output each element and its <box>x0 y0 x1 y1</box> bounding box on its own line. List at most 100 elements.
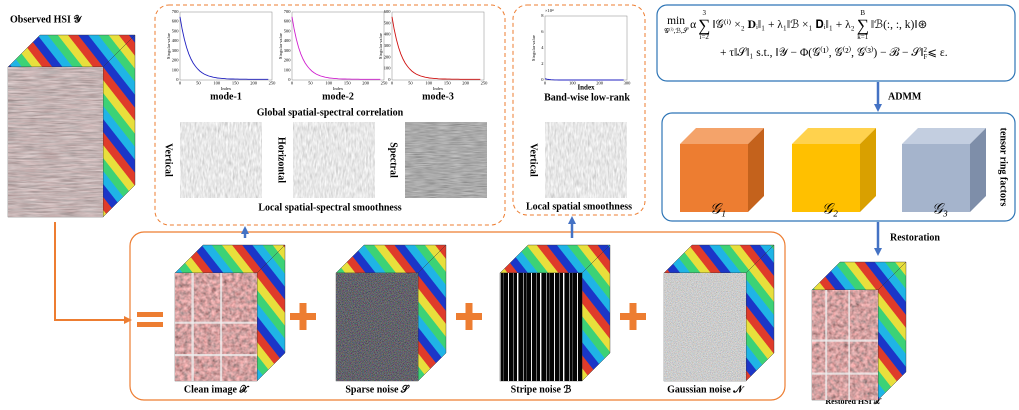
component-label: Gaussian noise 𝒩 <box>667 384 745 395</box>
image-content <box>8 67 103 217</box>
caption: Band-wise low-rank <box>544 92 630 103</box>
road <box>191 273 193 381</box>
axis-title: Singular value <box>166 33 171 59</box>
axis-title: Index <box>221 86 232 91</box>
image-label: Vertical <box>163 143 174 177</box>
image-label: Horizontal <box>276 137 287 183</box>
x-tick-label: 0 <box>291 81 294 86</box>
x-tick-label: 50 <box>408 81 413 86</box>
term: + τ‖𝒮‖₁ s.t., ‖𝒴 − Φ(𝒢⁽¹⁾, 𝒢⁽²⁾, 𝒢⁽³⁾) −… <box>720 48 924 60</box>
y-tick-label: 200 <box>384 54 392 59</box>
x-tick-label: 100 <box>569 81 577 86</box>
y-tick-label: 700 <box>172 9 180 14</box>
y-tick-label: 400 <box>284 38 292 43</box>
term: ⩽ ε. <box>927 48 947 60</box>
axis-title: Index <box>333 86 344 91</box>
x-tick-label: 150 <box>344 81 352 86</box>
x-tick-label: 0 <box>179 81 182 86</box>
hsi-cube <box>664 245 774 381</box>
road <box>175 354 257 356</box>
factors-side-label: tensor ring factors <box>998 128 1009 207</box>
gradient-image <box>405 122 487 198</box>
gradient-image <box>545 122 627 198</box>
axis-title: Index <box>577 84 595 92</box>
mode-label: mode-2 <box>322 91 354 102</box>
alpha: α <box>690 20 696 32</box>
image-label: Vertical <box>528 143 539 177</box>
image-label: Spectral <box>388 142 399 178</box>
y-tick-label: 200 <box>284 58 292 63</box>
y-tick-label: 400 <box>384 32 392 37</box>
diagram: Observed HSI 𝒴 Global spatial-spectral c… <box>0 0 1019 410</box>
road <box>825 290 827 400</box>
x-tick-label: 200 <box>362 81 370 86</box>
term: ‖ℬ(:, :, k)‖⊛ <box>871 20 927 32</box>
axis-title: Singular value <box>278 33 283 59</box>
hsi-cube <box>812 262 906 400</box>
y-tick-label: 100 <box>284 67 292 72</box>
hsi-cube <box>175 245 285 381</box>
sum: B∑k=1 <box>857 10 869 41</box>
y-tick-label: 600 <box>172 19 180 24</box>
page: Observed HSI 𝒴 Global spatial-spectral c… <box>0 0 1019 410</box>
component-label: Clean image 𝒳 <box>184 383 250 395</box>
y-tick-label: 600 <box>284 19 292 24</box>
sum: 3∑i=2 <box>698 10 710 41</box>
y-tick-label: 300 <box>384 43 392 48</box>
axis-scale: ×10⁴ <box>545 8 554 13</box>
axis-title: Singular value <box>531 35 536 61</box>
x-tick-label: 150 <box>232 81 240 86</box>
sum-sign: ∑ <box>698 17 710 34</box>
flow-arrow <box>55 222 128 320</box>
mode-label: mode-3 <box>422 91 454 102</box>
axis-title: Singular value <box>378 33 383 59</box>
x-tick-label: 250 <box>381 81 389 86</box>
y-tick-label: 500 <box>284 28 292 33</box>
hsi-cube <box>336 245 446 381</box>
caption: Local spatial-spectral smoothness <box>258 202 401 213</box>
gradient-image <box>180 122 262 198</box>
x-tick-label: 0 <box>391 81 394 86</box>
hsi-cube <box>8 35 135 217</box>
component-label: Sparse noise 𝒮 <box>345 383 410 395</box>
road <box>220 273 222 381</box>
sum-sign: ∑ <box>857 17 869 34</box>
plot-frame <box>392 12 484 80</box>
min-sub: 𝒢⁽ⁱ⁾,ℬ,𝒮 <box>664 28 688 35</box>
plot-frame <box>545 16 627 80</box>
image-content <box>812 290 878 400</box>
mode-label: mode-1 <box>210 91 242 102</box>
road <box>812 340 878 342</box>
x-tick-label: 100 <box>213 81 221 86</box>
axis-title: Index <box>433 86 444 91</box>
formula-line: + τ‖𝒮‖₁ s.t., ‖𝒴 − Φ(𝒢⁽¹⁾, 𝒢⁽²⁾, 𝒢⁽³⁾) −… <box>662 47 1012 61</box>
y-tick-label: 700 <box>284 9 292 14</box>
cube-side <box>103 35 135 217</box>
caption: Local spatial smoothness <box>526 201 632 212</box>
y-tick-label: 400 <box>172 38 180 43</box>
image-content <box>175 273 257 381</box>
sum-bottom: k=1 <box>857 34 868 41</box>
x-tick-label: 0 <box>544 81 547 86</box>
x-tick-label: 100 <box>325 81 333 86</box>
sum-bottom: i=2 <box>700 34 709 41</box>
x-tick-label: 150 <box>444 81 452 86</box>
x-tick-label: 50 <box>308 81 313 86</box>
plot-frame <box>180 12 272 80</box>
restoration-label: Restoration <box>890 232 940 243</box>
x-tick-label: 200 <box>462 81 470 86</box>
road <box>812 373 878 375</box>
y-tick-label: 6 <box>541 29 544 34</box>
y-tick-label: 100 <box>172 67 180 72</box>
plot-frame <box>292 12 384 80</box>
factor-cube <box>792 128 876 212</box>
gradient-image <box>293 122 375 198</box>
y-tick-label: 200 <box>172 58 180 63</box>
x-tick-label: 250 <box>269 81 277 86</box>
y-tick-label: 300 <box>172 48 180 53</box>
factor-label: 𝒢₃ <box>932 201 948 217</box>
factor-cube <box>680 128 764 212</box>
y-tick-label: 100 <box>384 66 392 71</box>
